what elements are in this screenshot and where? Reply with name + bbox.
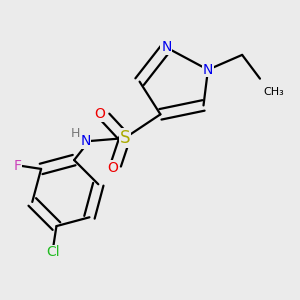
Text: N: N — [203, 63, 213, 77]
Text: O: O — [107, 161, 118, 175]
Text: F: F — [14, 159, 22, 173]
Text: CH₃: CH₃ — [263, 87, 284, 97]
Text: S: S — [119, 129, 130, 147]
Text: N: N — [161, 40, 172, 55]
Text: H: H — [71, 127, 80, 140]
Text: N: N — [80, 134, 91, 148]
Text: O: O — [94, 107, 105, 121]
Text: Cl: Cl — [47, 245, 60, 260]
